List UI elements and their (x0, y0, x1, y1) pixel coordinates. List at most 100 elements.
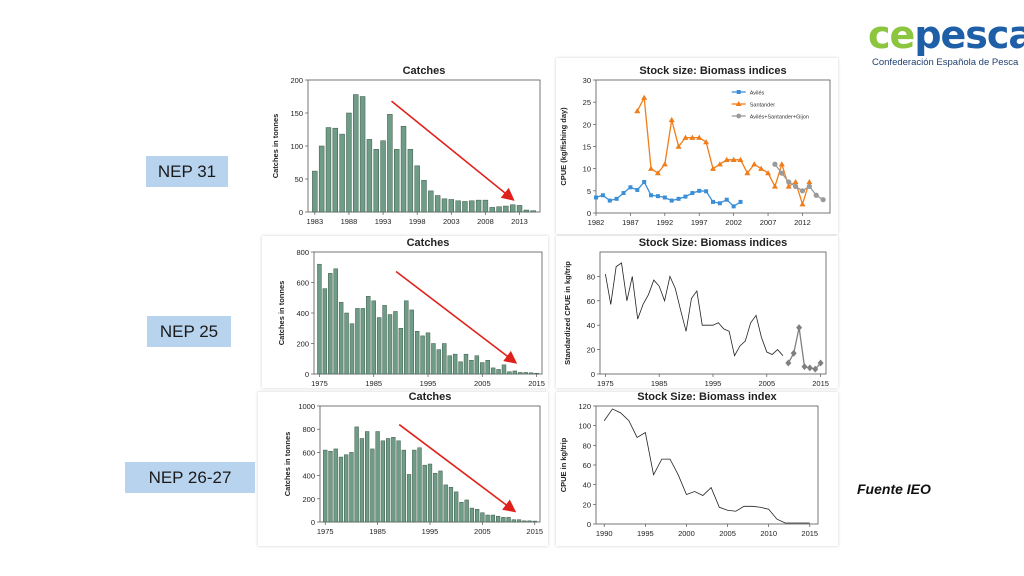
bar (346, 112, 352, 213)
bar (482, 199, 489, 213)
bar (344, 312, 349, 375)
bar (398, 328, 404, 375)
bar (516, 205, 523, 213)
y-tick-label: 600 (296, 279, 309, 288)
point (751, 161, 758, 167)
y-tick-label: 0 (587, 520, 591, 529)
point (723, 156, 730, 162)
y-tick-label: 800 (296, 248, 309, 257)
bar (328, 273, 333, 375)
bar (475, 508, 480, 523)
bar (365, 431, 370, 523)
bar (401, 449, 406, 523)
chart-title: Catches (403, 65, 446, 77)
point (785, 359, 792, 367)
bar (462, 201, 468, 213)
x-tick-label: 1990 (596, 529, 613, 538)
y-tick-label: 50 (295, 175, 303, 184)
x-tick-label: 2012 (794, 218, 811, 227)
y-axis-label: Catches in tonnes (271, 114, 280, 179)
point (744, 170, 751, 176)
y-tick-label: 5 (587, 187, 591, 196)
bar (495, 515, 501, 523)
point (801, 363, 808, 371)
x-tick-label: 1992 (656, 218, 673, 227)
point (786, 179, 792, 185)
y-tick-label: 20 (583, 120, 591, 129)
point (817, 359, 824, 367)
y-tick-label: 100 (290, 142, 303, 151)
x-tick-label: 2015 (528, 379, 545, 388)
y-tick-label: 800 (302, 425, 315, 434)
bar (518, 372, 523, 375)
point (731, 204, 736, 209)
bar (509, 204, 516, 213)
x-tick-label: 1975 (311, 379, 328, 388)
bar (366, 295, 371, 375)
point (669, 198, 674, 203)
point (641, 94, 648, 100)
bar (532, 520, 537, 523)
point (813, 192, 819, 198)
point (796, 324, 803, 332)
bar (370, 448, 375, 523)
bar (469, 200, 475, 213)
point (820, 197, 826, 203)
bar (442, 343, 447, 375)
point (628, 185, 633, 190)
bar (438, 470, 443, 523)
chart-title: Stock Size: Biomass index (637, 392, 777, 403)
bar (516, 519, 522, 523)
x-tick-label: 1995 (705, 379, 722, 388)
y-tick-label: 0 (299, 208, 303, 217)
bar (448, 199, 455, 213)
point (649, 193, 654, 198)
bar (333, 268, 338, 375)
y-axis-label: Standardized CPUE in kg/trip (563, 261, 572, 365)
point (621, 191, 626, 196)
x-tick-label: 2000 (678, 529, 695, 538)
x-tick-label: 1985 (365, 379, 382, 388)
bar (425, 332, 431, 375)
bar (480, 512, 485, 523)
x-tick-label: 2002 (725, 218, 742, 227)
x-tick-label: 2005 (474, 379, 491, 388)
point (792, 178, 799, 185)
bar (496, 206, 502, 213)
bar (317, 263, 322, 375)
y-tick-label: 0 (587, 209, 591, 218)
bar (375, 431, 380, 523)
bar (338, 302, 344, 375)
x-tick-label: 2015 (801, 529, 818, 538)
y-tick-label: 150 (290, 109, 303, 118)
x-tick-label: 2015 (526, 527, 543, 536)
bar (349, 323, 355, 375)
bar (501, 517, 506, 523)
series-line (787, 327, 822, 370)
x-tick-label: 2013 (511, 217, 528, 226)
point (600, 193, 605, 198)
bar (420, 335, 425, 375)
bar (359, 96, 366, 213)
bar (427, 463, 433, 523)
y-tick-label: 60 (587, 297, 595, 306)
point (737, 156, 744, 162)
bar (458, 361, 463, 375)
bar (507, 371, 512, 375)
bar (441, 198, 448, 213)
bar (380, 440, 385, 523)
bar (447, 355, 452, 375)
x-tick-label: 2007 (760, 218, 777, 227)
legend-label: Avilés (750, 91, 765, 97)
chart-nep2627-biomass-panel: Stock Size: Biomass index CPUE in kg/trip… (556, 391, 838, 546)
bar (393, 149, 400, 213)
y-axis-label: CPUE (kg/fishing day) (559, 107, 568, 186)
point (676, 196, 681, 201)
point (696, 134, 703, 140)
bar (409, 309, 414, 375)
chart-nep31-catches: Catches Catches in tonnes 0 50 100 150 200 1983… (271, 65, 541, 226)
point (704, 189, 709, 194)
point (765, 170, 772, 176)
y-tick-label: 200 (290, 76, 303, 85)
point (779, 170, 785, 176)
